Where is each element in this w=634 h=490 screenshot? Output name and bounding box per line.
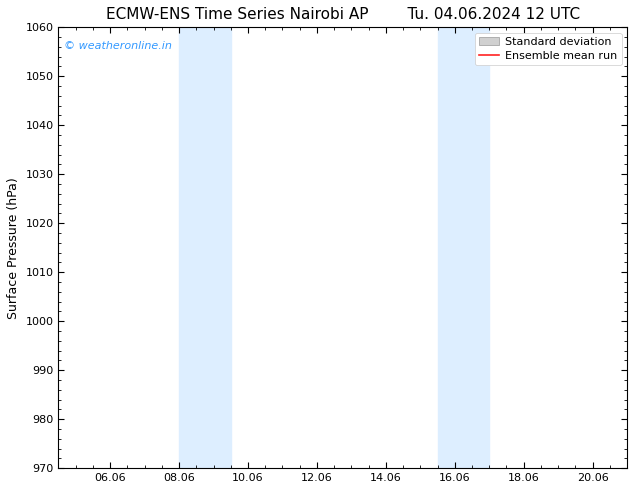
Bar: [437, 27, 489, 468]
Y-axis label: Surface Pressure (hPa): Surface Pressure (hPa): [7, 177, 20, 318]
Legend: Standard deviation, Ensemble mean run: Standard deviation, Ensemble mean run: [475, 33, 621, 65]
Text: © weatheronline.in: © weatheronline.in: [64, 41, 172, 50]
Bar: [179, 27, 231, 468]
Title: ECMW-ENS Time Series Nairobi AP        Tu. 04.06.2024 12 UTC: ECMW-ENS Time Series Nairobi AP Tu. 04.0…: [106, 7, 580, 22]
